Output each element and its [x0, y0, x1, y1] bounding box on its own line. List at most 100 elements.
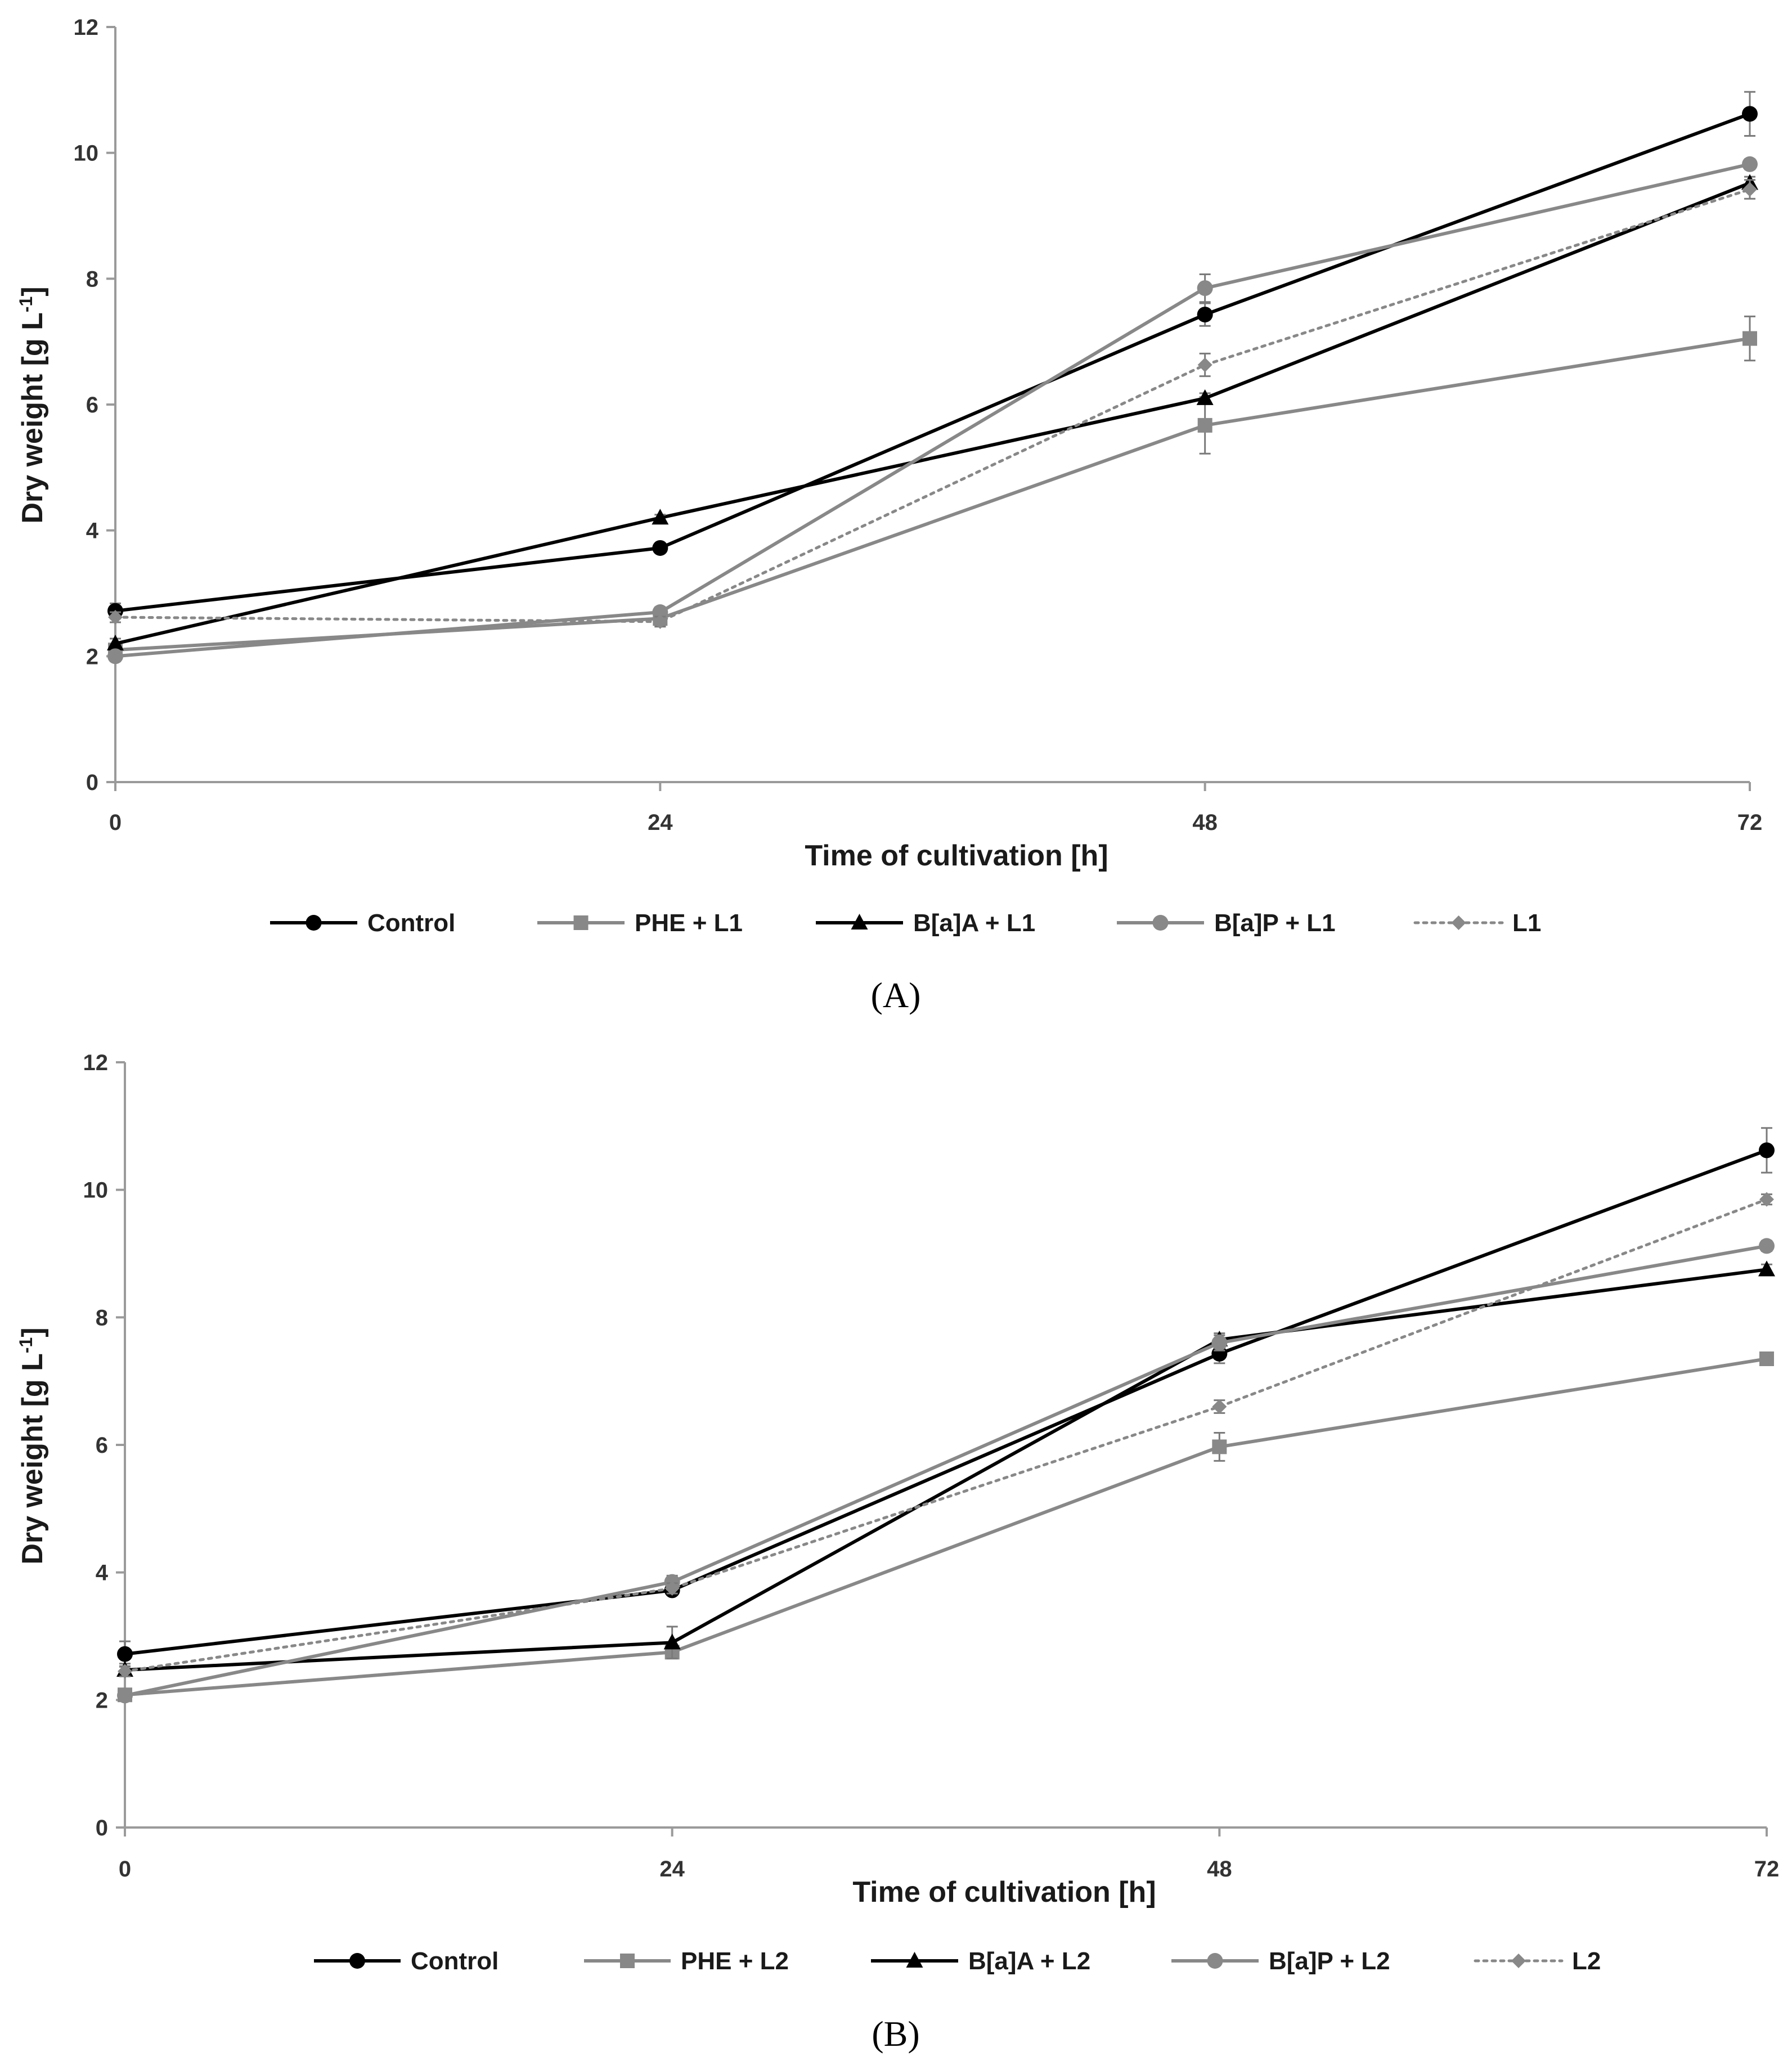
x-tick-label: 72 — [1754, 1857, 1780, 1882]
data-point — [117, 1646, 133, 1662]
legend-entry: L2 — [1474, 1947, 1601, 1975]
legend-marker — [306, 915, 322, 931]
legend-entry: B[a]P + L1 — [1117, 909, 1336, 937]
legend-marker — [1152, 915, 1169, 931]
data-point — [1742, 182, 1757, 197]
data-point — [653, 614, 668, 629]
data-point — [117, 1687, 133, 1704]
x-axis-title: Time of cultivation [h] — [852, 1876, 1156, 1909]
y-axis-title-end: ] — [16, 286, 49, 296]
legend-label: B[a]P + L1 — [1214, 909, 1336, 937]
data-point — [1197, 280, 1213, 297]
y-axis-title-main: Dry weight [g L — [16, 312, 49, 524]
y-tick-label: 2 — [96, 1688, 108, 1713]
series-line — [115, 162, 1750, 658]
legend-label: B[a]A + L2 — [968, 1947, 1090, 1975]
legend-entry: PHE + L2 — [584, 1947, 789, 1975]
x-tick-label: 48 — [1192, 810, 1218, 835]
series-l1 — [108, 179, 1757, 629]
y-tick-label: 4 — [96, 1561, 109, 1586]
data-point — [1759, 1192, 1774, 1207]
legend-label: L1 — [1512, 909, 1541, 937]
series-line — [123, 1198, 1768, 1673]
y-tick-label: 10 — [74, 141, 99, 166]
legend-entry: B[a]A + L1 — [816, 909, 1035, 937]
series-b-a-a-l1 — [107, 174, 1758, 650]
data-point — [118, 1664, 132, 1679]
legend-entry: PHE + L1 — [537, 909, 743, 937]
panel-label: (A) — [871, 975, 921, 1015]
legend-marker — [349, 1953, 365, 1969]
y-tick-label: 0 — [86, 770, 98, 795]
legend-entry: Control — [314, 1947, 498, 1975]
data-point — [664, 1581, 680, 1596]
series-line — [114, 188, 1751, 623]
data-point — [108, 609, 123, 625]
data-point — [1759, 1351, 1774, 1366]
y-tick-label: 6 — [96, 1433, 108, 1458]
data-point — [1197, 417, 1212, 433]
y-tick-label: 8 — [86, 267, 98, 291]
y-tick-label: 0 — [96, 1816, 108, 1840]
y-tick-label: 6 — [86, 393, 98, 417]
legend-label: Control — [367, 909, 455, 937]
series-line — [124, 1244, 1767, 1698]
legend-entry: Control — [270, 909, 455, 937]
data-point — [652, 540, 668, 556]
x-axis-title: Time of cultivation [h] — [805, 839, 1108, 872]
y-axis-title: Dry weight [g L-1] — [16, 286, 49, 523]
legend-label: B[a]A + L1 — [913, 909, 1035, 937]
y-tick-label: 10 — [83, 1178, 109, 1203]
panel-label: (B) — [872, 2014, 919, 2054]
legend-label: PHE + L1 — [635, 909, 743, 937]
series-line — [124, 1148, 1768, 1656]
data-point — [1742, 106, 1758, 122]
legend-marker — [620, 1954, 635, 1968]
x-tick-label: 0 — [119, 1857, 131, 1882]
legend-label: B[a]P + L2 — [1269, 1947, 1390, 1975]
x-tick-label: 48 — [1207, 1857, 1232, 1882]
data-point — [1211, 1335, 1228, 1351]
data-point — [1197, 357, 1212, 372]
y-tick-label: 2 — [86, 644, 98, 669]
series-phe-l2 — [118, 1351, 1774, 1703]
data-point — [1758, 1260, 1775, 1277]
y-axis-title-superscript: -1 — [16, 297, 36, 312]
legend-entry: B[a]A + L2 — [871, 1947, 1090, 1975]
y-axis-title-end: ] — [16, 1327, 49, 1337]
x-tick-label: 0 — [109, 810, 122, 835]
legend-marker — [906, 1952, 923, 1968]
series-b-a-a-l2 — [116, 1260, 1775, 1677]
legend-marker — [1451, 915, 1466, 930]
data-point — [1742, 331, 1757, 346]
series-line — [115, 181, 1751, 645]
data-point — [1759, 1238, 1775, 1254]
y-tick-label: 4 — [86, 519, 99, 544]
legend-marker — [573, 915, 589, 930]
data-point — [1212, 1439, 1227, 1454]
series-line — [124, 1357, 1767, 1697]
series-l2 — [118, 1192, 1774, 1679]
data-point — [1212, 1399, 1227, 1414]
y-tick-label: 8 — [96, 1305, 108, 1330]
data-point — [1742, 156, 1758, 172]
data-point — [1196, 389, 1214, 405]
series-control — [107, 91, 1758, 619]
y-tick-label: 12 — [83, 1050, 109, 1075]
data-point — [1197, 307, 1213, 323]
legend-label: Control — [411, 1947, 498, 1975]
x-tick-label: 72 — [1737, 810, 1763, 835]
series-line — [115, 112, 1751, 613]
y-tick-label: 12 — [74, 15, 99, 40]
legend-marker — [851, 914, 868, 930]
y-axis-title: Dry weight [g L-1] — [16, 1327, 49, 1564]
data-point — [652, 509, 669, 525]
legend-marker — [1511, 1954, 1526, 1968]
legend-entry: B[a]P + L2 — [1171, 1947, 1390, 1975]
y-axis-title-superscript: -1 — [16, 1337, 36, 1353]
legend-entry: L1 — [1413, 909, 1541, 937]
data-point — [1759, 1142, 1775, 1159]
